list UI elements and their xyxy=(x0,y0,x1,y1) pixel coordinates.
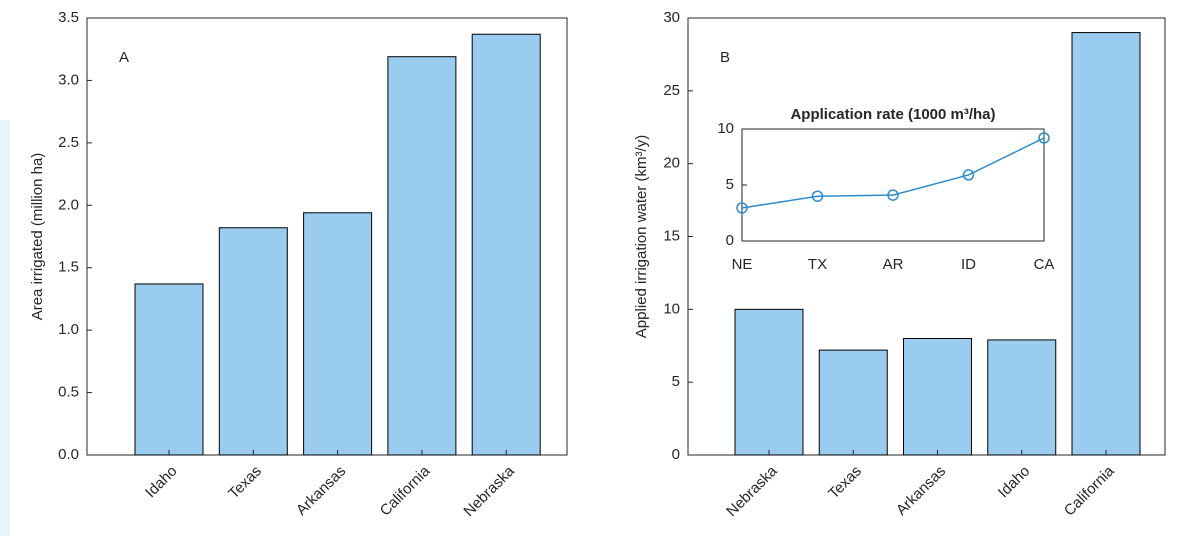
y-tick-label: 25 xyxy=(663,82,680,99)
y-tick-label: 0 xyxy=(726,232,734,249)
bar xyxy=(471,33,541,456)
y-tick-label: 1.0 xyxy=(58,321,79,338)
bar xyxy=(734,308,804,456)
y-tick-label: 10 xyxy=(663,300,680,317)
panel-label: A xyxy=(119,49,129,66)
point xyxy=(811,190,824,202)
y-tick-label: 30 xyxy=(663,9,680,26)
x-tick-label: Idaho xyxy=(142,463,181,502)
y-tick-label: 15 xyxy=(663,227,680,244)
bar xyxy=(134,283,204,456)
y-axis-label: Area irrigated (million ha) xyxy=(29,153,46,321)
x-tick-label: Arkansas xyxy=(293,463,349,519)
y-tick-label: 20 xyxy=(663,155,680,172)
x-tick-label: NE xyxy=(732,256,753,273)
panel-label: B xyxy=(720,49,730,66)
y-tick-label: 0 xyxy=(672,446,680,463)
x-tick-label: Texas xyxy=(225,463,265,503)
inset-title: Application rate (1000 m³/ha) xyxy=(790,106,995,123)
x-tick-label: Nebraska xyxy=(460,462,518,520)
y-tick-label: 2.0 xyxy=(58,196,79,213)
y-tick-label: 1.5 xyxy=(58,259,79,276)
bar xyxy=(1071,32,1141,456)
bar xyxy=(987,339,1057,456)
x-tick-label: Texas xyxy=(825,463,865,503)
line xyxy=(741,137,1045,209)
y-tick-label: 0.0 xyxy=(58,446,79,463)
x-tick-label: Arkansas xyxy=(893,463,949,519)
x-tick-label: ID xyxy=(961,256,976,273)
point xyxy=(962,169,975,181)
x-tick-label: CA xyxy=(1034,256,1055,273)
point xyxy=(736,202,748,214)
x-tick-label: California xyxy=(377,462,434,519)
bar xyxy=(387,56,457,456)
bar xyxy=(218,227,288,456)
x-tick-label: California xyxy=(1061,462,1118,519)
y-axis-label: Applied irrigation water (km³/y) xyxy=(633,135,650,338)
axes-box xyxy=(741,128,1045,242)
y-tick-label: 3.5 xyxy=(58,9,79,26)
bar xyxy=(818,349,888,456)
point xyxy=(1038,132,1050,144)
bar xyxy=(903,337,972,456)
x-tick-label: AR xyxy=(883,256,904,273)
y-tick-label: 5 xyxy=(726,176,734,193)
x-tick-label: Nebraska xyxy=(723,462,781,520)
y-tick-label: 10 xyxy=(717,120,734,137)
x-tick-label: Idaho xyxy=(995,463,1034,502)
x-tick-label: TX xyxy=(808,256,827,273)
y-tick-label: 3.0 xyxy=(58,71,79,88)
y-tick-label: 2.5 xyxy=(58,134,79,151)
side-strip xyxy=(0,120,10,536)
bar xyxy=(303,212,373,456)
point xyxy=(887,189,899,201)
y-tick-label: 5 xyxy=(672,373,680,390)
y-tick-label: 0.5 xyxy=(58,384,79,401)
